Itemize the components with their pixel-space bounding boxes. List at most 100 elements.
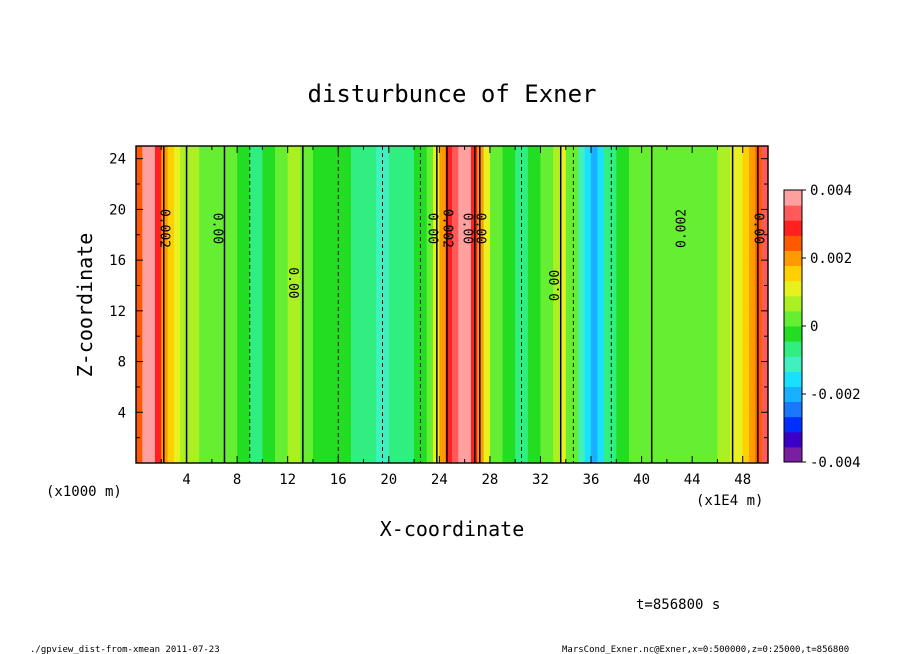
colorbar-swatch: [784, 386, 802, 403]
fill-band: [565, 146, 579, 463]
fill-band: [249, 146, 263, 463]
fill-band: [199, 146, 213, 463]
fill-band: [559, 146, 567, 463]
fill-band: [717, 146, 731, 463]
colorbar-label: -0.002: [810, 387, 861, 403]
x-axis-label: X-coordinate: [380, 517, 525, 541]
fill-band: [401, 146, 415, 463]
colorbar-swatch: [784, 310, 802, 327]
fill-band: [376, 146, 390, 463]
x-tick-label: 32: [532, 472, 549, 488]
colorbar-swatch: [784, 235, 802, 251]
fill-band: [136, 146, 143, 463]
fill-band: [527, 146, 542, 463]
x-tick-label: 40: [633, 472, 650, 488]
fill-band: [553, 146, 561, 463]
y-tick-label: 20: [109, 202, 126, 218]
fill-band: [483, 146, 491, 463]
y-tick-label: 8: [118, 355, 126, 371]
x-unit-left: (x1000 m): [46, 484, 122, 500]
x-tick-label: 4: [182, 472, 190, 488]
contour-labels: 0.002 0.000.000.00 0.002 0.000.000.000.002 0…: [156, 209, 765, 301]
colorbar-swatch: [784, 280, 802, 297]
contour-label: 0.00: [472, 213, 487, 244]
x-axis: 4 8 12 16 20 24 28 32 36 40 44 48: [135, 146, 769, 488]
x-tick-label: 44: [684, 472, 701, 488]
contour-label: 0.00: [209, 213, 224, 244]
fill-band: [300, 146, 314, 463]
colorbar-swatch: [784, 446, 802, 463]
fill-band: [584, 146, 592, 463]
colorbar-swatch: [784, 295, 802, 312]
fill-band: [186, 146, 200, 463]
colorbar-swatch: [784, 356, 802, 372]
fill-band: [363, 146, 377, 463]
contour-label: 0.00: [460, 213, 475, 244]
fill-band: [458, 146, 466, 463]
fill-band: [148, 146, 156, 463]
fill-band: [578, 146, 586, 463]
colorbar-label: 0.004: [810, 183, 852, 199]
fill-band: [679, 146, 706, 463]
fill-band: [237, 146, 251, 463]
fill-band: [325, 146, 339, 463]
fill-band: [603, 146, 617, 463]
colorbar-swatch: [784, 431, 802, 448]
fill-band: [502, 146, 516, 463]
fill-band: [224, 146, 238, 463]
fill-band: [591, 146, 598, 463]
fill-band: [597, 146, 605, 463]
fill-band: [312, 146, 327, 463]
fill-band: [275, 146, 289, 463]
x-tick-label: 48: [734, 472, 751, 488]
footer-left-note: ./gpview_dist-from-xmean 2011-07-23: [30, 645, 220, 654]
fill-band: [338, 146, 352, 463]
x-tick-label: 20: [380, 472, 397, 488]
fill-band: [180, 146, 188, 463]
fill-band: [540, 146, 554, 463]
fill-band: [515, 146, 529, 463]
fill-band: [287, 146, 301, 463]
colorbar-label: -0.004: [810, 455, 861, 471]
fill-band: [154, 146, 162, 463]
contour-fill: [136, 146, 769, 463]
x-tick-label: 16: [330, 472, 347, 488]
contour-label: 0.002: [439, 209, 454, 248]
colorbar-swatch: [784, 220, 802, 236]
colorbar-swatch: [784, 205, 802, 221]
fill-band: [755, 146, 763, 463]
fill-band: [211, 146, 226, 463]
colorbar-swatch: [784, 416, 802, 433]
colorbar-swatch: [784, 250, 802, 267]
colorbar-swatch: [784, 265, 802, 282]
contour-lines: [163, 146, 759, 463]
y-tick-label: 16: [109, 253, 126, 269]
colorbar-swatch: [784, 326, 802, 342]
colorbar-swatch: [784, 371, 802, 387]
colorbar: 0.004 0.002 0 -0.002 -0.004: [783, 183, 861, 471]
time-label: t=856800 s: [636, 597, 720, 613]
fill-band: [477, 146, 485, 463]
footer-right-note: MarsCond_Exner.nc@Exner,x=0:500000,z=0:2…: [562, 645, 849, 654]
fill-band: [730, 146, 744, 463]
fill-band: [489, 146, 504, 463]
x-tick-label: 36: [583, 472, 600, 488]
contour-label: 0.00: [285, 267, 300, 298]
fill-band: [414, 146, 428, 463]
fill-band: [464, 146, 472, 463]
fill-band: [628, 146, 655, 463]
fill-band: [704, 146, 719, 463]
fill-band: [426, 146, 434, 463]
fill-band: [262, 146, 276, 463]
contour-label: 0.002: [675, 209, 690, 248]
fill-band: [445, 146, 453, 463]
contour-label: 0.00: [424, 213, 439, 244]
y-tick-label: 24: [109, 152, 126, 168]
fill-band: [142, 146, 150, 463]
colorbar-swatch: [784, 190, 802, 206]
chart-title: disturbunce of Exner: [308, 80, 597, 108]
fill-band: [616, 146, 630, 463]
x-tick-label: 28: [481, 472, 498, 488]
y-axis: 4 8 12 16 20 24: [109, 152, 768, 464]
contour-label: 0.002: [156, 209, 171, 248]
